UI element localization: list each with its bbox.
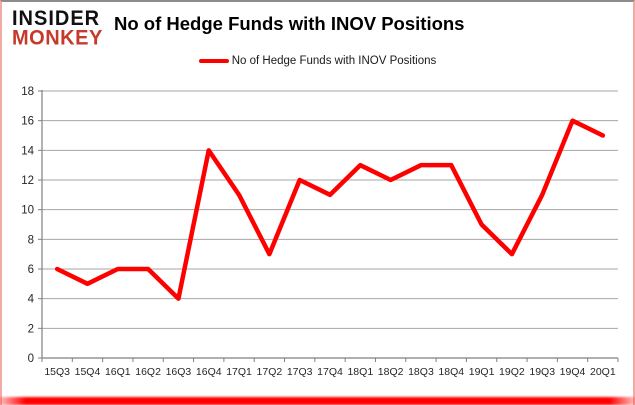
x-tick-label: 18Q4 [438,366,464,378]
logo-line-insider: INSIDER [12,6,101,31]
legend-label: No of Hedge Funds with INOV Positions [231,55,437,67]
insider-monkey-logo: INSIDER MONKEY [12,6,103,51]
x-tick-label: 19Q4 [560,366,586,378]
y-tick-label: 8 [28,234,34,246]
x-tick-label: 15Q3 [44,366,70,378]
data-series-line [54,118,606,301]
y-tick-label: 0 [28,353,34,365]
y-tick-label: 12 [21,175,34,187]
chart-title: No of Hedge Funds with INOV Positions [114,13,465,34]
x-tick-label: 15Q4 [75,366,101,378]
x-tick-label: 18Q1 [347,366,373,378]
y-tick-label: 4 [28,294,35,306]
bottom-red-bar [0,397,635,405]
x-tick-label: 17Q3 [287,366,313,378]
x-tick-label: 17Q1 [226,366,252,378]
x-tick-label: 18Q2 [378,366,404,378]
x-tick-label: 20Q1 [590,366,616,378]
x-tick-label: 17Q4 [317,366,343,378]
x-tick-label: 19Q2 [499,366,525,378]
x-tick-label: 16Q4 [196,366,222,378]
legend-line-swatch [198,59,229,63]
x-tick-label: 16Q1 [105,366,131,378]
y-tick-label: 10 [21,205,34,217]
logo-line-monkey: MONKEY [12,26,103,51]
x-tick-label: 17Q2 [257,366,283,378]
x-tick-label: 16Q3 [166,366,192,378]
legend: No of Hedge Funds with INOV Positions [2,55,633,67]
x-tick-label: 16Q2 [135,366,161,378]
x-tick-label: 19Q1 [469,366,495,378]
y-tick-label: 2 [28,323,34,335]
x-tick-label: 19Q3 [529,366,555,378]
y-tick-label: 18 [21,86,34,98]
y-tick-label: 16 [21,116,34,128]
y-tick-label: 14 [21,145,34,157]
x-tick-label: 18Q3 [408,366,434,378]
y-tick-label: 6 [28,264,34,276]
